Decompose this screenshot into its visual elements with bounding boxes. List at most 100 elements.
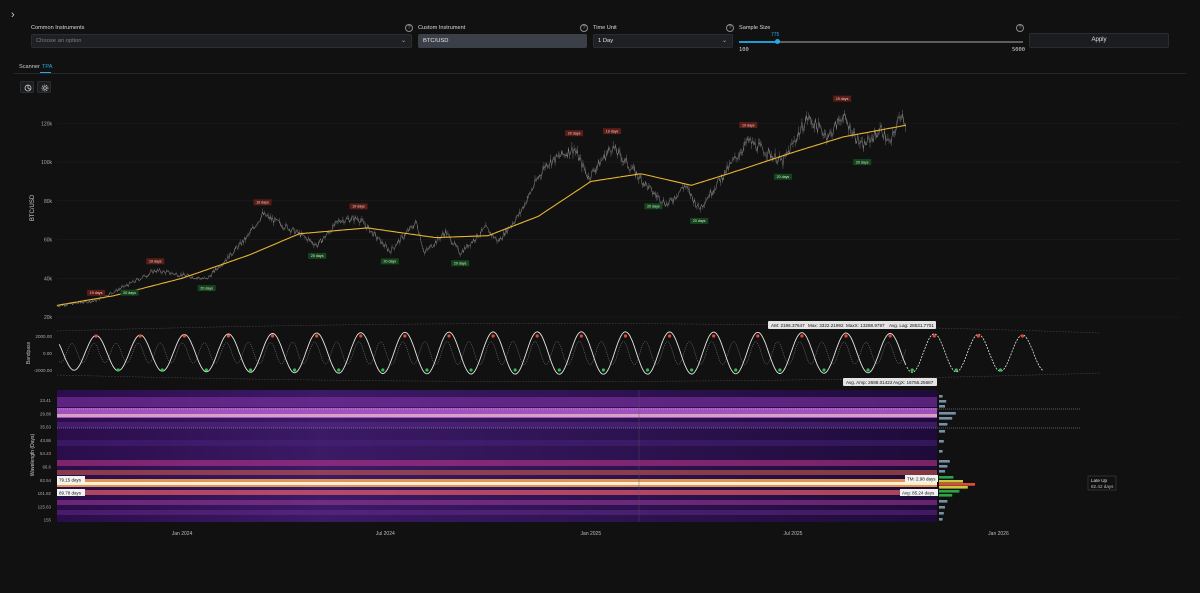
wavelength-profile-bar	[939, 430, 945, 433]
bandpass-trough-dot	[381, 368, 385, 372]
wavelength-profile-bar	[939, 494, 953, 497]
bandpass-peak-dot	[491, 334, 495, 338]
peak-label: 19 days	[149, 260, 162, 264]
time-unit-label: Time Unit	[593, 25, 617, 31]
wavelength-profile-bar	[939, 518, 943, 521]
sample-size-slider-handle[interactable]	[775, 39, 781, 44]
price-axis-label: BTC/USD	[30, 194, 36, 221]
peak-label: 20 days	[568, 131, 581, 135]
heatmap-band	[57, 408, 937, 418]
trough-marker	[380, 258, 399, 265]
wavelength-tick-label: 23.41	[40, 398, 52, 403]
trough-marker	[451, 260, 470, 267]
common-instruments-select[interactable]: Choose an option ⌄	[31, 34, 412, 48]
sample-size-label: Sample Size	[739, 25, 771, 31]
avg-annotation-text: Avg: 85.24 days	[902, 490, 935, 495]
settings-button[interactable]	[37, 81, 51, 93]
wavelength-marker-2	[57, 489, 85, 496]
heatmap-band	[57, 422, 937, 428]
late-up-value: 82.42 days	[1091, 484, 1114, 489]
bandpass-peak-dot	[623, 334, 628, 338]
trough-label: 20 days	[384, 260, 397, 264]
trough-label: 20 days	[856, 160, 869, 164]
heatmap-band	[57, 460, 937, 466]
wavelength-tick-label: 155	[44, 518, 52, 523]
expand-sidebar-icon[interactable]: ›	[11, 9, 15, 21]
peak-marker	[349, 203, 368, 210]
chart-view-button[interactable]	[20, 81, 34, 93]
peak-label: 19 days	[256, 201, 269, 205]
heatmap-band	[57, 510, 937, 515]
stat-am: AM: 2196.37647	[771, 323, 805, 328]
trough-label: 20 days	[454, 262, 467, 266]
bandpass-trough-dot	[645, 368, 650, 372]
bandpass-trough-dot	[469, 368, 473, 372]
bandpass-peak-dot	[447, 334, 451, 338]
bandpass-trough-dot	[822, 368, 826, 372]
sample-size-max: 5000	[1012, 47, 1025, 53]
sample-size-min: 100	[739, 47, 749, 53]
wavelength-profile-bar	[939, 440, 944, 443]
wavelength-profile-bar	[939, 400, 947, 403]
bandpass-tick-label: 0.00	[43, 351, 52, 356]
price-tick-label: 100k	[41, 160, 52, 166]
wavelength-profile-bar	[939, 480, 963, 483]
bandpass-harmonic-line	[59, 341, 907, 365]
bandpass-line	[58, 331, 907, 375]
apply-button[interactable]: Apply	[1029, 33, 1169, 48]
bandpass-trough-dot	[778, 368, 782, 372]
wavelength-profile-bar	[939, 417, 953, 420]
time-axis-label: Jan 2025	[581, 531, 602, 537]
bandpass-peak-dot	[182, 334, 186, 338]
bandpass-trough-dot	[425, 368, 429, 372]
tab-tpa[interactable]: TPA	[42, 64, 53, 70]
price-tick-label: 20k	[44, 315, 53, 321]
help-icon[interactable]: ?	[1016, 24, 1024, 32]
late-up-title: Late Up	[1091, 478, 1108, 483]
wavelength-profile-bar	[939, 470, 945, 473]
bandpass-peak-dot	[315, 334, 319, 338]
sample-size-slider[interactable]	[739, 41, 1023, 43]
time-unit-select[interactable]: 1 Day ⌄	[593, 34, 733, 48]
custom-instrument-label: Custom Instrument	[418, 25, 466, 31]
bandpass-tick-label: 2000.00	[35, 334, 52, 339]
peak-label: 19 days	[352, 205, 365, 209]
heatmap-band	[57, 482, 937, 485]
bandpass-trough-dot	[116, 368, 120, 372]
stat-avg-lag: Avg. Lag: 28531.7701	[889, 323, 934, 328]
trough-label: 20 days	[311, 254, 324, 258]
wavelength-profile-bar	[939, 506, 945, 509]
bandpass-peak-dot	[800, 334, 804, 338]
common-instruments-placeholder: Choose an option	[36, 38, 82, 44]
moving-average-line	[56, 124, 906, 306]
stat-max: Max: 3322.21992	[808, 323, 844, 328]
custom-instrument-input[interactable]	[418, 34, 587, 48]
bandpass-peak-dot	[756, 334, 760, 338]
help-icon[interactable]: ?	[726, 24, 734, 32]
wavelength-axis-label: Wavelength (Days)	[30, 434, 36, 477]
help-icon[interactable]: ?	[405, 24, 413, 32]
settings-icon	[41, 84, 49, 92]
bandpass-peak-dot	[712, 334, 716, 338]
bandpass-tick-label: -2000.00	[34, 368, 53, 373]
trough-marker	[773, 173, 792, 180]
price-series-line	[56, 112, 907, 307]
tab-scanner[interactable]: Scanner	[19, 64, 40, 70]
wavelength-profile-bar	[939, 476, 954, 479]
chart-icon	[24, 84, 32, 92]
bandpass-peak-dot	[535, 334, 539, 338]
wavelength-tick-label: 66.6	[42, 465, 51, 470]
trough-marker	[120, 289, 139, 296]
wavelength-tick-label: 35.63	[40, 425, 52, 430]
time-unit-value: 1 Day	[598, 38, 614, 44]
heatmap-band	[57, 470, 937, 475]
peak-label: 19 days	[90, 291, 103, 295]
bandpass-peak-dot	[976, 334, 980, 338]
heatmap-band	[57, 414, 937, 417]
bandpass-peak-dot	[138, 334, 142, 338]
time-axis-label: Jan 2026	[988, 531, 1009, 537]
help-icon[interactable]: ?	[580, 24, 588, 32]
common-instruments-label: Common Instruments	[31, 25, 85, 31]
time-axis-label: Jan 2024	[172, 531, 193, 537]
bandpass-trough-dot	[248, 368, 253, 372]
